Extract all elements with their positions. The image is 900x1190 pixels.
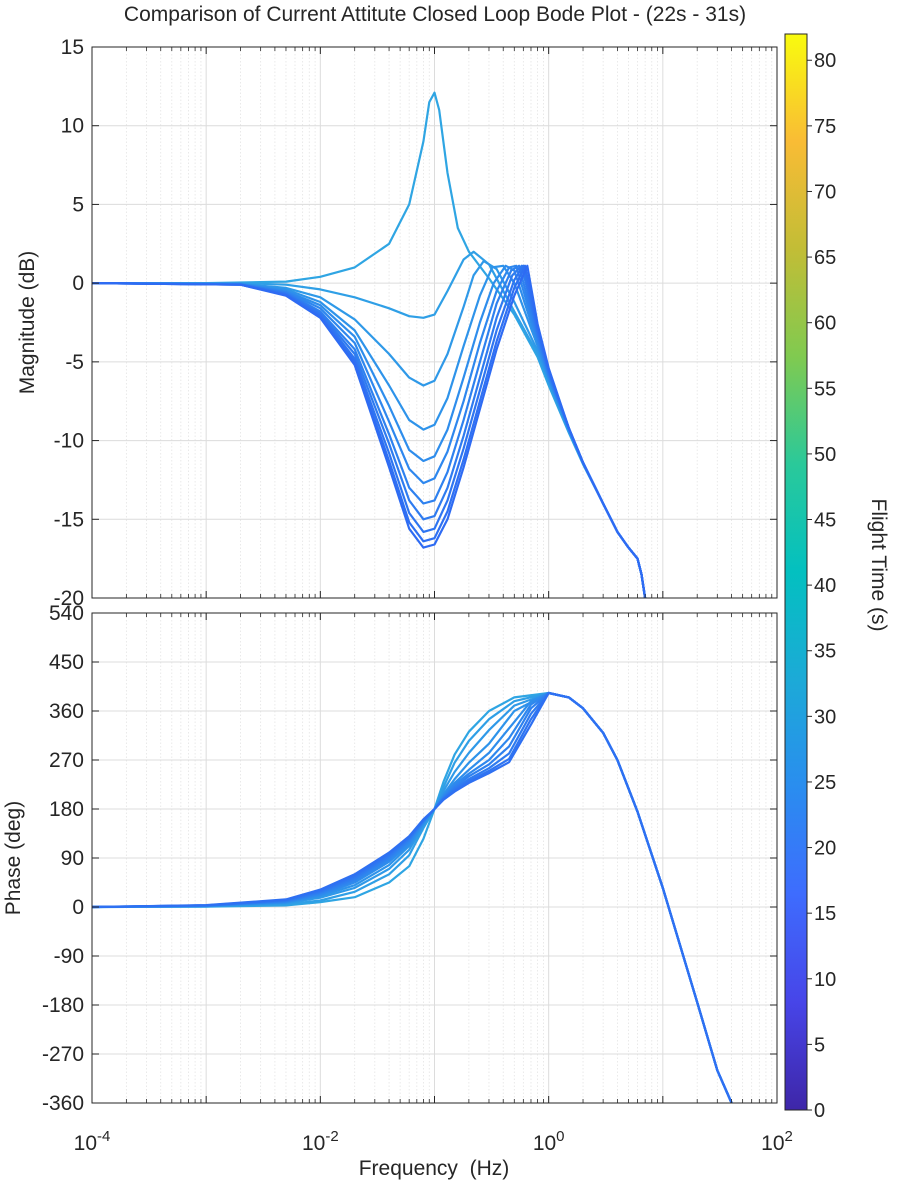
colorbar-tick-label: 40 (814, 575, 836, 597)
x-axis-label: Frequency (Hz) (359, 1157, 510, 1180)
phase-series (92, 691, 733, 1103)
y-tick-label: -10 (54, 430, 84, 453)
y-tick-label: 90 (61, 847, 84, 870)
colorbar-tick-label: 5 (814, 1034, 825, 1056)
colorbar-tick-label: 20 (814, 838, 836, 860)
magnitude-series (92, 91, 647, 598)
y-tick-label: 5 (72, 193, 84, 216)
colorbar-tick-label: 80 (814, 50, 836, 72)
y-tick-label: 450 (49, 651, 84, 674)
y-tick-label: -90 (54, 945, 84, 968)
y-tick-label: 270 (49, 749, 84, 772)
y-tick-label: -5 (65, 351, 84, 374)
phase-ylabel: Phase (deg) (2, 801, 25, 915)
colorbar-tick-label: 35 (814, 641, 836, 663)
colorbar-tick-label: 75 (814, 116, 836, 138)
x-tick-label: 100 (533, 1128, 565, 1155)
y-tick-label: 0 (72, 896, 84, 919)
y-tick-label: -270 (42, 1043, 84, 1066)
colorbar-ticks: 0 5 10 15 20 25 30 35 40 45 50 55 60 65 70 75 80 (807, 50, 836, 1122)
colorbar-tick-label: 15 (814, 903, 836, 925)
colorbar-tick-label: 65 (814, 247, 836, 269)
y-tick-label: 360 (49, 700, 84, 723)
magnitude-panel: 15 10 5 0 -5 -10 -15 -20 Magnitude (dB) (16, 36, 778, 610)
colorbar-gradient (784, 33, 808, 1111)
magnitude-series-line (92, 264, 647, 598)
y-tick-label: 15 (61, 36, 84, 59)
y-tick-label: 540 (49, 602, 84, 625)
colorbar-tick-label: 50 (814, 444, 836, 466)
x-tick-label: 10-2 (302, 1128, 339, 1155)
colorbar-tick-label: 70 (814, 181, 836, 203)
magnitude-ticks: 15 10 5 0 -5 -10 -15 -20 (54, 36, 778, 610)
phase-ticks: 540 450 360 270 180 90 0 -90 -180 -270 -360 (42, 602, 778, 1115)
colorbar-tick-label: 10 (814, 969, 836, 991)
colorbar-tick-label: 55 (814, 378, 836, 400)
y-tick-label: 180 (49, 798, 84, 821)
colorbar-tick-label: 60 (814, 313, 836, 335)
magnitude-grid (91, 46, 778, 599)
colorbar-tick-label: 0 (814, 1100, 825, 1122)
chart-title: Comparison of Current Attitute Closed Lo… (124, 3, 746, 26)
y-tick-label: -180 (42, 994, 84, 1017)
colorbar-tick-label: 25 (814, 772, 836, 794)
colorbar-label: Flight Time (s) (867, 498, 890, 631)
x-tick-label: 10-4 (74, 1128, 111, 1155)
y-tick-label: -15 (54, 508, 84, 531)
magnitude-ylabel: Magnitude (dB) (16, 251, 39, 395)
phase-series-line (92, 691, 733, 1103)
phase-panel: 540 450 360 270 180 90 0 -90 -180 -270 -360 Phase … (2, 602, 778, 1115)
x-tick-label: 102 (761, 1128, 793, 1155)
colorbar-tick-label: 45 (814, 510, 836, 532)
y-tick-label: -360 (42, 1092, 84, 1115)
y-tick-label: 10 (61, 115, 84, 138)
y-tick-label: 0 (72, 272, 84, 295)
y-tick-label: -20 (54, 587, 84, 610)
colorbar-tick-label: 30 (814, 706, 836, 728)
colorbar: 0 5 10 15 20 25 30 35 40 45 50 55 60 65 70 75 80 Flight … (784, 33, 890, 1122)
x-tick-labels: 10-4 10-2 100 102 (74, 1128, 793, 1155)
